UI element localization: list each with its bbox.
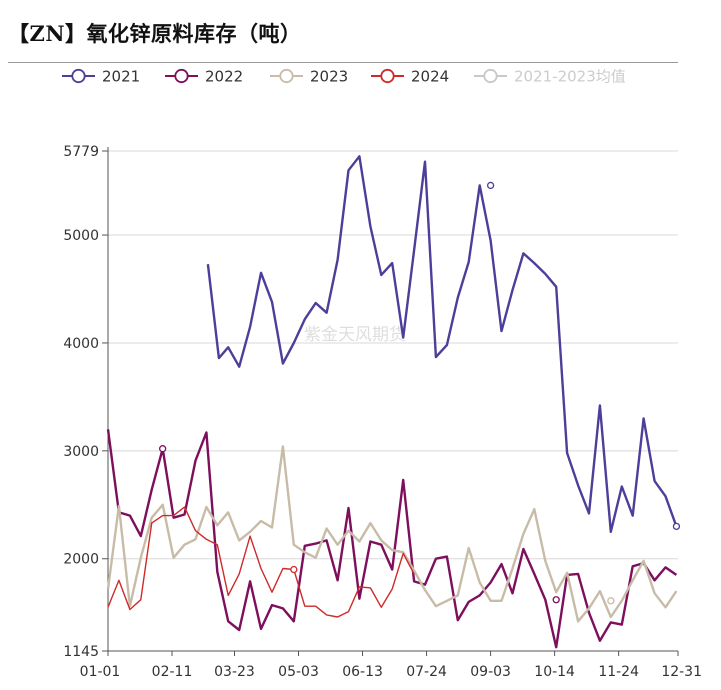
y-tick-label: 4000 [63,336,99,352]
legend-label: 2021-2023均值 [514,68,626,86]
x-tick-label: 03-23 [214,664,255,680]
legend-label: 2024 [411,68,449,86]
x-tick-label: 02-11 [152,664,193,680]
y-tick-label: 5000 [63,228,99,244]
data-point-marker[interactable] [159,445,167,453]
x-tick-label: 07-24 [406,664,447,680]
legend-swatch-marker [483,68,498,84]
legend[interactable]: 2021 2022 2023 2024 2021-2023均值 [62,68,626,86]
data-point-marker[interactable] [290,565,298,574]
legend-item-2021[interactable]: 2021 [62,68,140,86]
x-tick-label: 12-31 [661,664,702,680]
legend-item-2022[interactable]: 2022 [165,68,243,86]
title-divider [8,62,678,63]
legend-item-2024[interactable]: 2024 [371,68,449,86]
x-tick-label: 01-01 [80,664,121,680]
y-tick-label: 5779 [63,144,99,160]
data-point-marker[interactable] [486,181,495,190]
grid-layer [108,150,678,560]
series-line-2024 [107,506,415,618]
watermark-text: 紫金天风期货 [304,325,406,345]
legend-label: 2023 [310,68,348,86]
series-layer [106,155,678,649]
axis-layer: 1145 2000 3000 4000 5000 5779 01-01 02-11 03-23 0… [63,144,702,680]
series-line-2021 [206,155,678,533]
legend-label: 2021 [102,68,140,86]
legend-swatch-marker [380,68,395,84]
legend-label: 2022 [205,68,243,86]
y-tick-label: 2000 [63,552,99,568]
x-tick-label: 10-14 [534,664,575,680]
y-tick-label: 3000 [63,444,99,460]
x-tick-label: 09-03 [470,664,511,680]
data-point-marker[interactable] [552,596,560,604]
legend-swatch-marker [279,68,294,84]
legend-item-2021-2023均值[interactable]: 2021-2023均值 [474,68,626,86]
x-tick-label: 11-24 [598,664,639,680]
series-line-2022 [106,429,678,649]
data-point-marker[interactable] [672,522,681,531]
x-tick-label: 06-13 [342,664,383,680]
data-point-marker[interactable] [607,597,615,605]
y-tick-label: 1145 [63,644,99,660]
series-line-2023 [106,445,678,623]
x-tick-label: 05-03 [278,664,319,680]
marker-layer [159,181,681,605]
legend-swatch-marker [174,68,189,84]
chart-title: 【ZN】氧化锌原料库存（吨） [8,21,302,46]
legend-swatch-marker [71,68,86,84]
legend-item-2023[interactable]: 2023 [270,68,348,86]
